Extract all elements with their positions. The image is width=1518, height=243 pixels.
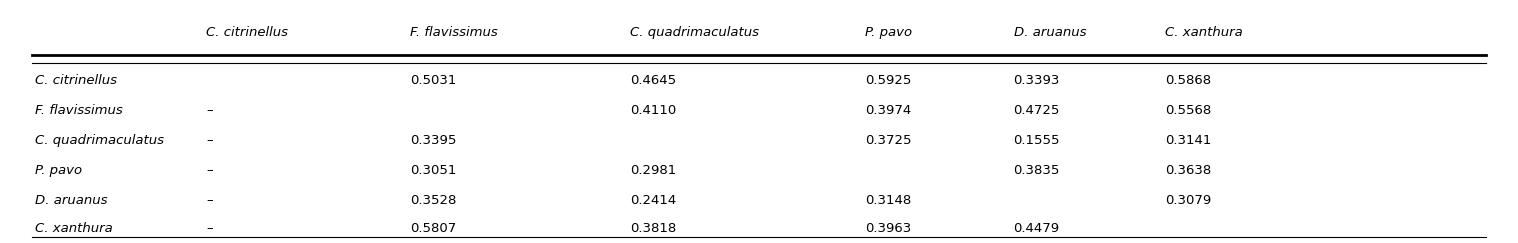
Text: F. flavissimus: F. flavissimus — [410, 26, 498, 39]
Text: 0.5031: 0.5031 — [410, 74, 457, 87]
Text: 0.4725: 0.4725 — [1014, 104, 1060, 117]
Text: 0.3818: 0.3818 — [630, 222, 677, 235]
Text: 0.1555: 0.1555 — [1014, 134, 1060, 147]
Text: 0.2981: 0.2981 — [630, 164, 677, 177]
Text: 0.3079: 0.3079 — [1166, 194, 1211, 207]
Text: –: – — [206, 222, 213, 235]
Text: 0.3393: 0.3393 — [1014, 74, 1060, 87]
Text: 0.3395: 0.3395 — [410, 134, 457, 147]
Text: 0.5807: 0.5807 — [410, 222, 457, 235]
Text: –: – — [206, 134, 213, 147]
Text: 0.3725: 0.3725 — [865, 134, 912, 147]
Text: P. pavo: P. pavo — [35, 164, 82, 177]
Text: 0.3835: 0.3835 — [1014, 164, 1060, 177]
Text: 0.4110: 0.4110 — [630, 104, 677, 117]
Text: 0.3638: 0.3638 — [1166, 164, 1211, 177]
Text: D. aruanus: D. aruanus — [1014, 26, 1085, 39]
Text: F. flavissimus: F. flavissimus — [35, 104, 123, 117]
Text: C. quadrimaculatus: C. quadrimaculatus — [35, 134, 164, 147]
Text: 0.3974: 0.3974 — [865, 104, 911, 117]
Text: 0.5568: 0.5568 — [1166, 104, 1211, 117]
Text: 0.3051: 0.3051 — [410, 164, 457, 177]
Text: 0.3148: 0.3148 — [865, 194, 911, 207]
Text: 0.4645: 0.4645 — [630, 74, 677, 87]
Text: –: – — [206, 194, 213, 207]
Text: –: – — [206, 164, 213, 177]
Text: 0.4479: 0.4479 — [1014, 222, 1060, 235]
Text: C. xanthura: C. xanthura — [35, 222, 112, 235]
Text: –: – — [206, 104, 213, 117]
Text: P. pavo: P. pavo — [865, 26, 912, 39]
Text: 0.3528: 0.3528 — [410, 194, 457, 207]
Text: 0.5868: 0.5868 — [1166, 74, 1211, 87]
Text: 0.3141: 0.3141 — [1166, 134, 1211, 147]
Text: 0.3963: 0.3963 — [865, 222, 911, 235]
Text: C. citrinellus: C. citrinellus — [35, 74, 117, 87]
Text: C. xanthura: C. xanthura — [1166, 26, 1243, 39]
Text: C. quadrimaculatus: C. quadrimaculatus — [630, 26, 759, 39]
Text: 0.2414: 0.2414 — [630, 194, 677, 207]
Text: 0.5925: 0.5925 — [865, 74, 911, 87]
Text: D. aruanus: D. aruanus — [35, 194, 108, 207]
Text: C. citrinellus: C. citrinellus — [206, 26, 288, 39]
